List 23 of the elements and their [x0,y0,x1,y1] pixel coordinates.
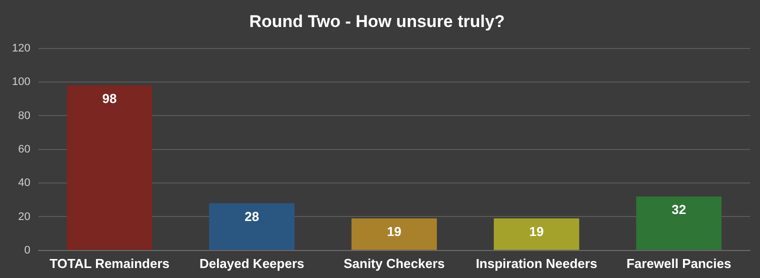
x-tick-label: TOTAL Remainders [50,256,170,271]
bar [351,218,437,250]
data-label: 98 [102,91,117,106]
chart-title: Round Two - How unsure truly? [249,12,505,31]
data-label: 19 [529,224,544,239]
y-tick-label: 120 [12,42,30,54]
y-tick-label: 0 [24,244,30,256]
bar [209,203,295,250]
y-tick-label: 20 [18,210,30,223]
data-label: 28 [244,208,260,224]
x-tick-label: Sanity Checkers [344,256,445,271]
y-tick-label: 60 [18,143,30,156]
x-tick-label: Delayed Keepers [199,256,304,271]
bar [636,196,722,250]
data-label: 32 [672,202,686,218]
x-tick-label: Inspiration Needers [476,256,598,271]
bar [494,218,580,250]
bar [66,85,152,250]
y-tick-label: 40 [18,177,30,190]
y-tick-label: 80 [18,110,30,122]
data-label: 19 [386,224,402,239]
y-tick-label: 100 [12,76,30,88]
x-tick-label: Farewell Pancies [626,256,732,271]
